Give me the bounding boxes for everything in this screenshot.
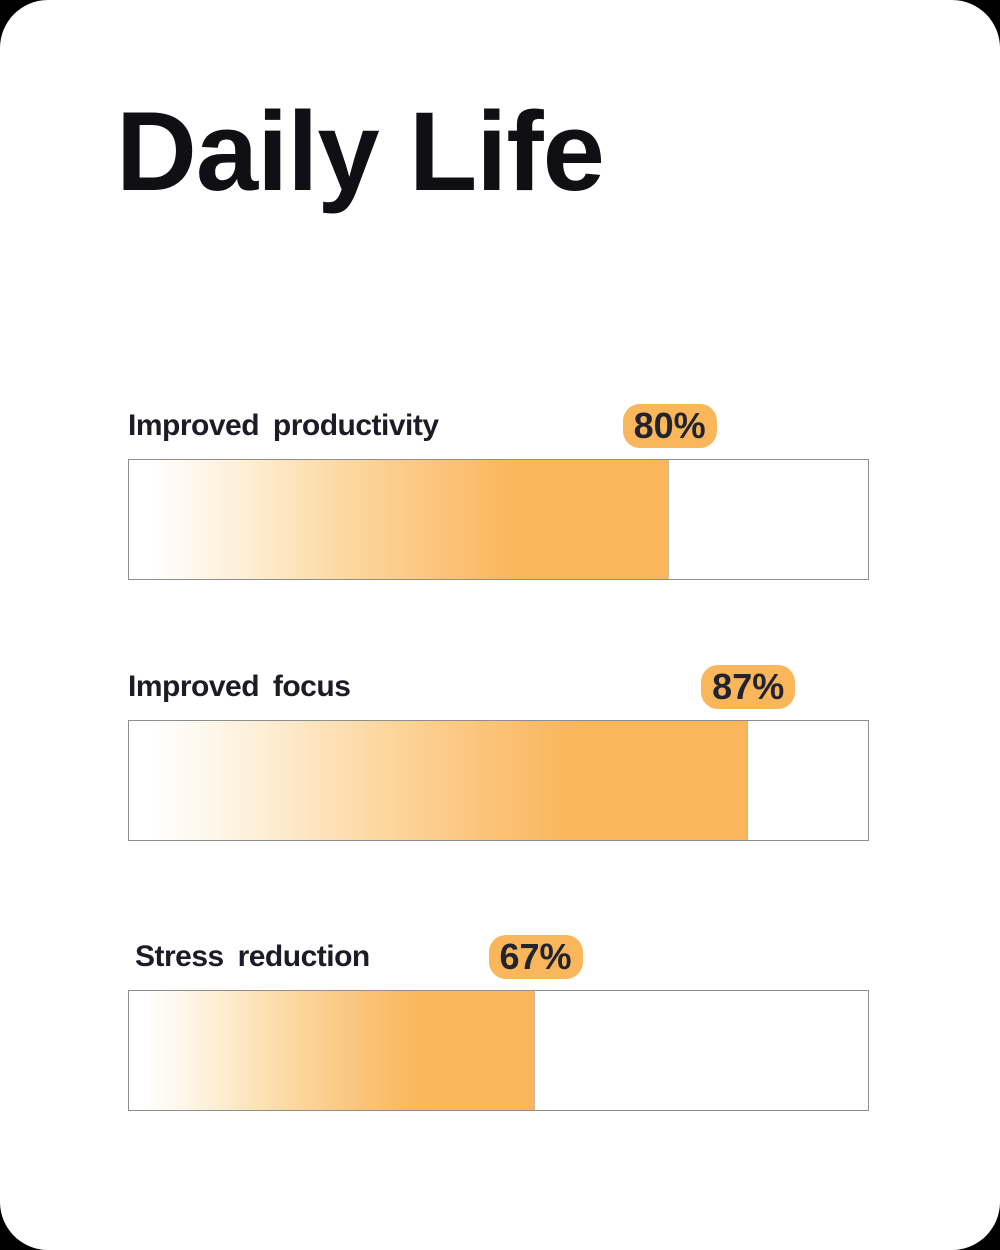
value-badge: 80% <box>622 404 717 448</box>
bar-track <box>128 459 869 580</box>
bar-row-header: Improved focus 87% <box>128 665 869 709</box>
bar-label: Improved productivity <box>128 409 439 442</box>
value-badge: 67% <box>488 935 583 979</box>
page-title: Daily Life <box>116 89 605 214</box>
bar-row-header: Stress reduction 67% <box>128 935 869 979</box>
bar-row-improved-focus: Improved focus 87% <box>128 665 869 841</box>
bar-track <box>128 720 869 841</box>
bar-label: Stress reduction <box>135 940 370 973</box>
bar-row-header: Improved productivity 80% <box>128 404 869 448</box>
bar-fill <box>129 991 536 1110</box>
bar-fill <box>129 460 670 579</box>
bar-row-stress-reduction: Stress reduction 67% <box>128 935 869 1111</box>
bar-fill <box>129 721 748 840</box>
bar-track <box>128 990 869 1111</box>
bar-row-improved-productivity: Improved productivity 80% <box>128 404 869 580</box>
value-badge: 87% <box>701 665 796 709</box>
bar-label: Improved focus <box>128 670 351 703</box>
